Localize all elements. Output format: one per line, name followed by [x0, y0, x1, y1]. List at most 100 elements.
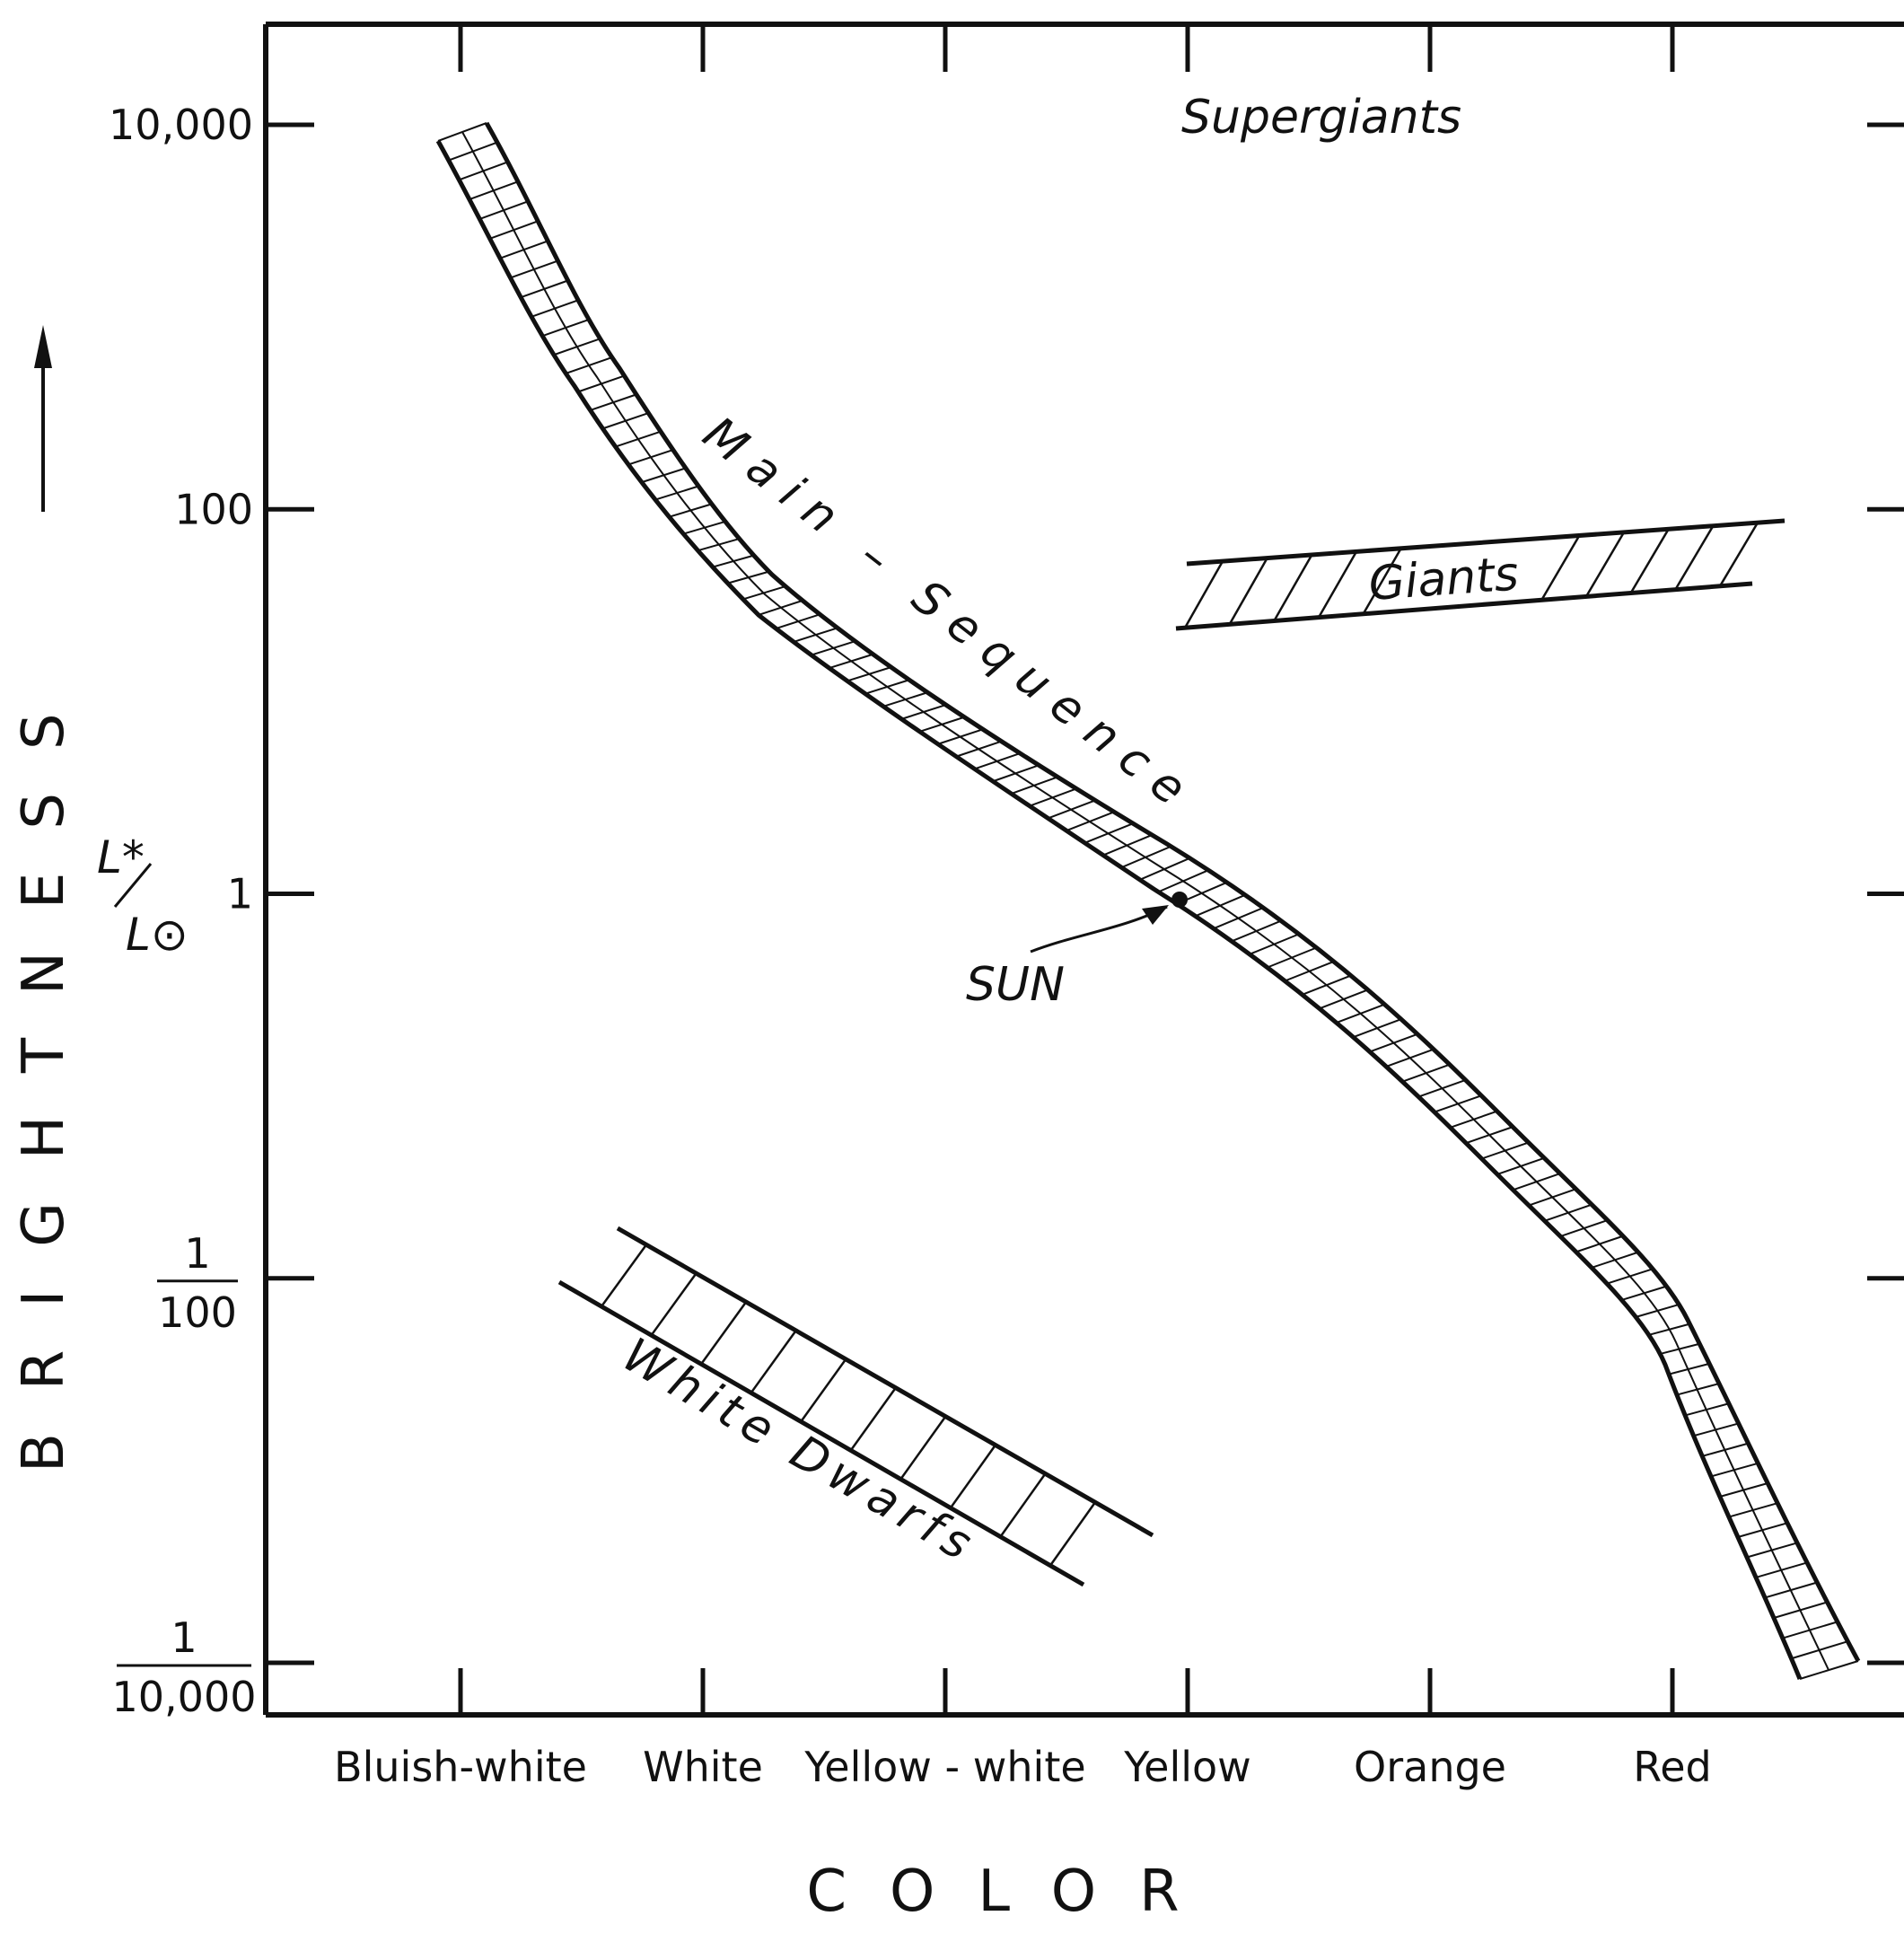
y-unit-numerator: L* [97, 831, 145, 883]
main-sequence-rung [1636, 1304, 1680, 1318]
main-sequence-rung [974, 752, 1021, 770]
main-sequence-rung [1401, 1063, 1451, 1083]
main-sequence-upper-edge [484, 121, 1861, 1663]
main-sequence-rung [1120, 845, 1171, 869]
main-sequence-rung [1157, 869, 1209, 893]
white-dwarfs-hatch-line [800, 1358, 847, 1423]
main-sequence-rung [1799, 1660, 1859, 1680]
giants-hatch-line [1629, 528, 1670, 594]
sun-dot [1171, 892, 1188, 908]
main-sequence-rung [1048, 799, 1096, 820]
main-sequence-rung [727, 570, 769, 584]
giants-hatch-line [1584, 532, 1626, 598]
main-sequence-rung [1369, 1033, 1418, 1053]
main-sequence-rung [1746, 1542, 1798, 1559]
main-sequence-band [435, 121, 1861, 1680]
sun-marker: SUN [966, 892, 1188, 1012]
main-sequence-rung [698, 538, 740, 552]
main-sequence-rung [829, 653, 873, 670]
y-axis-arrow [34, 325, 52, 512]
main-sequence-rung [1385, 1048, 1435, 1068]
main-sequence-rung [1575, 1235, 1624, 1253]
white-dwarfs-hatch-line [1049, 1501, 1097, 1567]
main-sequence-rung [565, 356, 613, 374]
giants-band [1175, 518, 1786, 631]
main-sequence-rung [1693, 1422, 1739, 1437]
main-sequence-crosshatch [437, 122, 1859, 1680]
main-sequence-lower-edge [435, 139, 1803, 1680]
main-sequence-rung [448, 141, 498, 162]
x-ticks: Bluish-white White Yellow - white Yellow Ora… [334, 24, 1712, 1791]
main-sequence-rung [577, 374, 625, 393]
main-sequence-rung [1285, 960, 1335, 982]
main-sequence-rung [793, 627, 838, 643]
main-sequence-rung [1465, 1126, 1514, 1145]
main-sequence-rung [553, 338, 601, 356]
main-sequence-rung [1084, 822, 1134, 844]
main-sequence-rung [1513, 1173, 1561, 1191]
white-dwarfs-hatch-line [650, 1272, 698, 1336]
main-sequence-rung [1648, 1323, 1690, 1336]
main-sequence-rung [1701, 1442, 1749, 1457]
main-sequence-rung [712, 554, 755, 568]
main-sequence-rung [811, 640, 855, 656]
giants-hatch-line [1183, 560, 1224, 628]
main-sequence-rung [1737, 1522, 1788, 1538]
white-dwarfs-hatch-line [750, 1330, 797, 1394]
giants-hatch-line [1317, 550, 1358, 619]
main-sequence-rung [627, 449, 674, 466]
main-sequence-rung [776, 613, 820, 630]
main-sequence-rung [882, 691, 928, 707]
y-tick-label-numerator: 1 [171, 1613, 197, 1662]
main-sequence-rung [602, 412, 649, 430]
main-sequence-rung [1728, 1502, 1778, 1518]
main-sequence-rung [847, 666, 891, 682]
main-sequence-rung [1139, 857, 1190, 881]
main-sequence-rung [758, 599, 803, 616]
giants-hatch-line [1540, 534, 1581, 601]
main-sequence-rung [489, 220, 539, 240]
giants-hatch-line [1273, 554, 1313, 622]
main-sequence-rung [992, 764, 1040, 783]
main-sequence-rung [641, 467, 687, 484]
x-tick-label: Orange [1354, 1743, 1506, 1791]
main-sequence-rung [1528, 1188, 1576, 1207]
main-sequence-rung [1668, 1362, 1710, 1375]
y-axis-title: BRIGHTNESS [11, 670, 77, 1472]
y-tick-label: 10,000 [109, 101, 253, 149]
y-tick-label-denominator: 10,000 [112, 1673, 257, 1721]
main-sequence-rung [437, 122, 487, 142]
main-sequence-rung [1319, 989, 1369, 1010]
x-tick-label: Red [1633, 1743, 1711, 1791]
main-sequence-rung [1782, 1621, 1838, 1639]
main-sequence-rung [1417, 1078, 1466, 1098]
white-dwarfs-hatch-line [949, 1444, 996, 1509]
main-sequence-rung [1496, 1156, 1545, 1175]
main-sequence-rung [1353, 1018, 1402, 1039]
main-sequence-rung [1559, 1219, 1608, 1237]
main-sequence-rung [1764, 1581, 1818, 1599]
y-tick-label: 100 [174, 485, 253, 533]
y-tick-label: 1 [227, 870, 253, 918]
main-sequence-rung [469, 180, 519, 201]
main-sequence-rung [1481, 1141, 1530, 1160]
white-dwarfs-band [557, 1226, 1154, 1587]
giants-hatch-line [1362, 548, 1402, 615]
main-sequence-rung [1249, 933, 1300, 955]
white-dwarfs-hatch [600, 1244, 1097, 1567]
main-sequence-rung [1591, 1251, 1639, 1269]
main-sequence-rung [1267, 946, 1317, 969]
main-sequence-label: Main – Sequence [693, 407, 1207, 825]
white-dwarfs-hatch-line [600, 1244, 648, 1307]
main-sequence-rung [919, 716, 965, 733]
main-sequence-rung [1791, 1640, 1848, 1660]
white-dwarfs-hatch-line [700, 1301, 748, 1365]
y-axis-unit: L* L⊙ [97, 831, 189, 961]
x-tick-label: Yellow [1123, 1743, 1251, 1791]
main-sequence-rung [864, 679, 910, 695]
main-sequence-rung [1621, 1285, 1667, 1301]
white-dwarfs-hatch-line [849, 1387, 897, 1452]
main-sequence-rung [1434, 1094, 1482, 1113]
main-sequence-rung [900, 704, 946, 720]
